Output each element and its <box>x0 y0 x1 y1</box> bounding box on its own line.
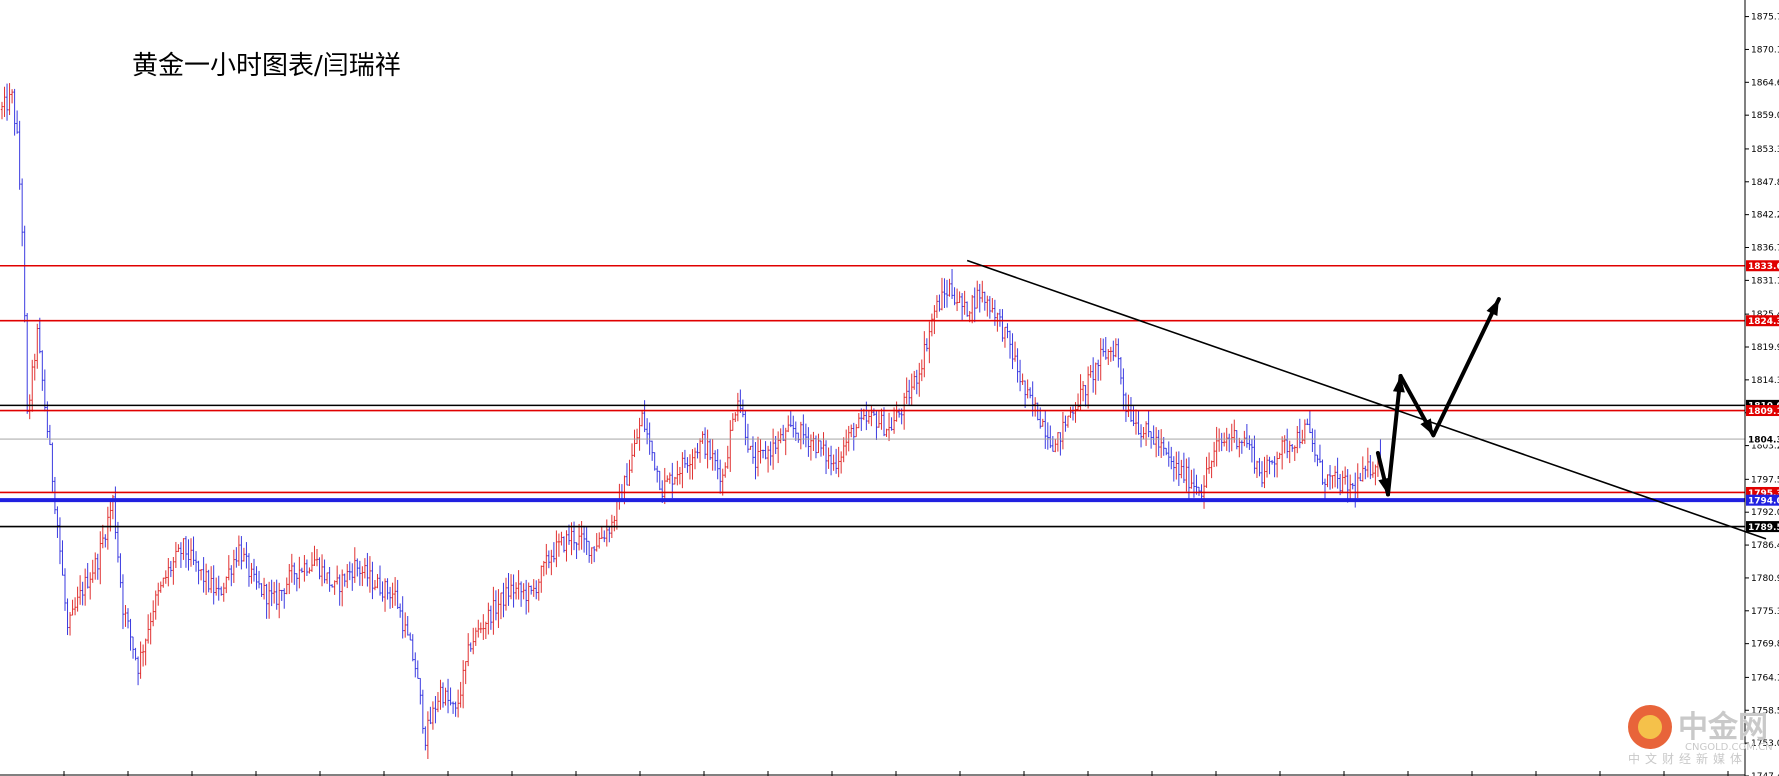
level-label: 1795.33 <box>1748 489 1779 499</box>
price-axis-label: 1825.45 <box>1751 310 1779 320</box>
level-label: 1809.17 <box>1748 407 1779 417</box>
price-axis-label: 1875.70 <box>1751 13 1779 23</box>
price-axis-label: 1842.25 <box>1751 211 1779 221</box>
price-axis-label: 1747.45 <box>1751 772 1779 776</box>
price-axis-label: 1853.35 <box>1751 145 1779 155</box>
price-axis-label: 1819.90 <box>1751 343 1779 353</box>
watermark-sub: 中文财经新媒体 <box>1628 751 1747 766</box>
projection-arrows <box>1375 297 1501 497</box>
trendline-group <box>966 259 1767 540</box>
price-axis-label: 1836.70 <box>1751 244 1779 254</box>
level-label-box <box>1746 486 1779 498</box>
watermark-name: 中金网 <box>1678 710 1768 745</box>
horizontal-levels <box>0 264 1745 528</box>
price-axis: 1875.70 1870.15 1864.60 1859.05 1853.35 1847.… <box>1744 0 1779 776</box>
level-label: 1794.03 <box>1748 496 1779 506</box>
level-label: 1824.34 <box>1748 317 1779 327</box>
time-axis-ticks <box>0 771 1745 776</box>
price-axis-label: 1803.25 <box>1751 442 1779 452</box>
projection-arrow-head <box>1486 299 1499 317</box>
projection-arrow-head <box>1392 376 1405 393</box>
level-label-box <box>1746 405 1779 417</box>
price-axis-label: 1797.55 <box>1751 475 1779 485</box>
level-label: 1833.62 <box>1748 262 1779 272</box>
watermark-domain: CNGOLD.COM.CN <box>1685 742 1773 753</box>
level-label-box <box>1746 260 1779 272</box>
price-axis-label: 1792.00 <box>1751 508 1779 518</box>
level-label: 1804.35 <box>1748 435 1779 445</box>
price-axis-label: 1780.90 <box>1751 574 1779 584</box>
projection-arrow-head <box>1420 418 1434 436</box>
price-axis-label: 1814.35 <box>1751 376 1779 386</box>
descending-trendline <box>966 259 1767 540</box>
level-label-box <box>1746 521 1779 533</box>
chart-title: 黄金一小时图表/闫瑞祥 <box>132 51 401 81</box>
price-axis-label: 1775.35 <box>1751 607 1779 617</box>
price-axis-label: 1753.00 <box>1751 739 1779 749</box>
level-label-box <box>1746 433 1779 445</box>
price-axis-label: 1870.15 <box>1751 45 1779 55</box>
projection-arrow-segment <box>1431 297 1501 438</box>
projection-arrow-segment <box>1386 374 1403 497</box>
price-axis-label: 1864.60 <box>1751 78 1779 88</box>
watermark-logo: 中金网 CNGOLD.COM.CN 中文财经新媒体 <box>1628 705 1773 766</box>
level-label: 1789.57 <box>1748 523 1779 533</box>
logo-icon-inner <box>1638 715 1662 739</box>
price-axis-label: 1769.80 <box>1751 640 1779 650</box>
level-label-box <box>1746 494 1779 506</box>
price-axis-label: 1859.05 <box>1751 111 1779 121</box>
price-axis-label: 1831.15 <box>1751 276 1779 286</box>
price-axis-label: 1847.80 <box>1751 178 1779 188</box>
price-bars <box>0 83 1382 759</box>
level-label-box <box>1746 315 1779 327</box>
price-axis-label: 1786.45 <box>1751 541 1779 551</box>
price-axis-label: 1758.55 <box>1751 706 1779 716</box>
price-axis-label: 1764.10 <box>1751 673 1779 683</box>
